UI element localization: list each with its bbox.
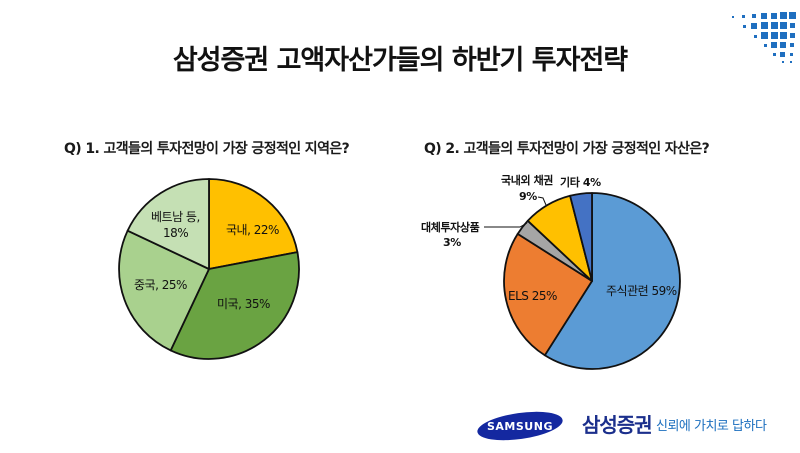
brand-slogan: 신뢰에 가치로 답하다 bbox=[656, 419, 767, 434]
pie-chart-region bbox=[118, 178, 300, 360]
label-els: ELS 25% bbox=[508, 289, 557, 303]
slice-stocks bbox=[543, 192, 681, 370]
slice-other bbox=[569, 192, 593, 282]
pie-chart-asset bbox=[503, 192, 681, 370]
label-china: 중국, 25% bbox=[134, 278, 187, 292]
label-bonds-line2: 9% bbox=[519, 190, 537, 203]
question-2-heading: Q) 2. 고객들의 투자전망이 가장 긍정적인 자산은? bbox=[424, 141, 710, 157]
decorative-dots-icon bbox=[732, 12, 796, 63]
samsung-logo: SAMSUNG bbox=[477, 411, 563, 441]
label-alternative-line2: 3% bbox=[443, 236, 461, 249]
label-alternative-line1: 대체투자상품 bbox=[421, 220, 480, 234]
label-vietnam-line1: 베트남 등, bbox=[151, 210, 200, 224]
label-stocks: 주식관련 59% bbox=[606, 284, 677, 298]
samsung-logo-text: SAMSUNG bbox=[487, 420, 553, 433]
slice-vietnam bbox=[126, 178, 210, 270]
slice-china bbox=[118, 229, 210, 352]
slice-domestic bbox=[208, 178, 299, 270]
slice-els bbox=[503, 233, 593, 357]
label-bonds-line1: 국내외 채권 bbox=[501, 173, 553, 187]
brand-name: 삼성증권 bbox=[582, 413, 653, 437]
label-other: 기타 4% bbox=[560, 175, 601, 189]
question-1-heading: Q) 1. 고객들의 투자전망이 가장 긍정적인 지역은? bbox=[64, 141, 350, 157]
leader-line-alternative bbox=[484, 222, 528, 228]
label-vietnam-line2: 18% bbox=[163, 226, 188, 240]
leader-line-bonds bbox=[537, 196, 547, 206]
label-us: 미국, 35% bbox=[217, 297, 270, 311]
slice-us bbox=[169, 251, 300, 360]
label-domestic: 국내, 22% bbox=[226, 223, 279, 237]
page-title: 삼성증권 고액자산가들의 하반기 투자전략 bbox=[172, 45, 628, 76]
